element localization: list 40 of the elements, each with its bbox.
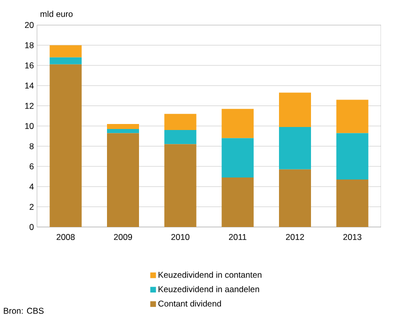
x-tick-label: 2009	[114, 234, 132, 240]
y-tick-label: 20	[24, 22, 34, 28]
x-tick-label: 2013	[343, 234, 362, 240]
legend-label: Contant dividend	[158, 300, 221, 307]
bar	[107, 133, 139, 227]
bar	[278, 169, 311, 227]
bar	[50, 64, 82, 227]
y-axis-title: mld euro	[40, 10, 73, 17]
x-tick-label: 2010	[171, 234, 190, 240]
y-tick-label: 2	[30, 204, 34, 210]
bar	[164, 144, 196, 227]
bar	[278, 127, 311, 170]
bar	[164, 114, 196, 130]
bar	[222, 138, 254, 178]
bar	[336, 180, 368, 227]
y-tick-label: 6	[30, 163, 34, 170]
y-tick-label: 18	[25, 42, 34, 48]
bar	[164, 130, 196, 144]
bar	[336, 133, 368, 180]
legend-label: Keuzedividend in aandelen	[158, 286, 260, 292]
bar	[107, 129, 139, 134]
x-tick-label: 2008	[56, 234, 75, 240]
bar	[222, 178, 254, 227]
y-tick-label: 14	[25, 82, 34, 89]
y-tick-label: 0	[30, 224, 34, 230]
x-tick-label: 2012	[286, 234, 304, 240]
y-tick-label: 16	[25, 62, 34, 68]
bar	[50, 57, 82, 64]
text: Bron: CBS	[4, 308, 44, 314]
y-tick-label: 10	[25, 123, 34, 129]
bar	[222, 108, 254, 138]
bar	[50, 45, 82, 58]
y-tick-label: 12	[25, 102, 34, 109]
bar	[107, 124, 139, 130]
bar	[278, 92, 311, 128]
y-tick-label: 4	[29, 184, 34, 190]
bar	[336, 100, 368, 134]
y-tick-label: 8	[30, 143, 34, 150]
x-tick-label: 2011	[228, 234, 246, 240]
legend-label: Keuzedividend in contanten	[158, 272, 262, 278]
